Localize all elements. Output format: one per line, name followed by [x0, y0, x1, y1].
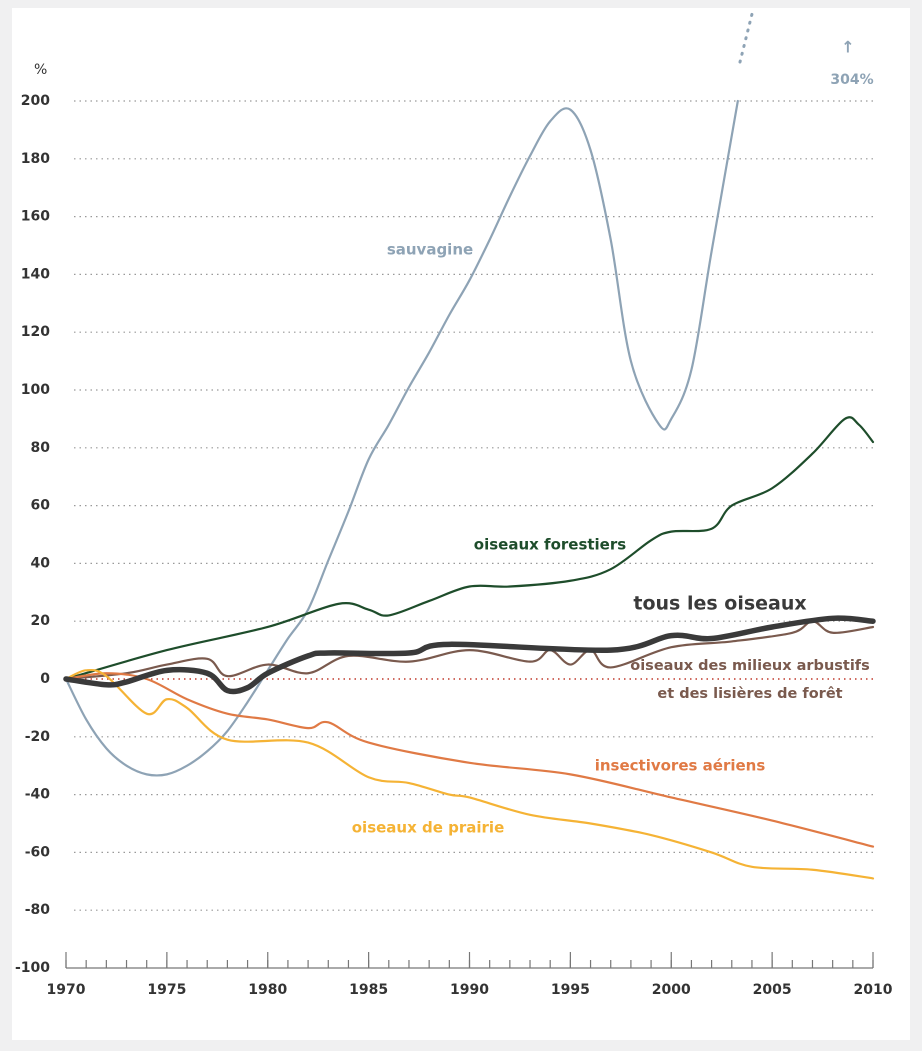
plot-background	[12, 8, 910, 1040]
series-line	[64, 416, 875, 681]
y-tick-label: 100	[21, 382, 50, 398]
series-line	[64, 99, 739, 777]
x-tick-label: 1980	[248, 982, 287, 998]
y-tick-label: 0	[40, 671, 50, 687]
off-chart-continuation	[738, 12, 754, 64]
x-tick-label: 1975	[147, 982, 186, 998]
series-line	[64, 668, 875, 880]
annotation-text: 304%	[830, 72, 873, 88]
series-line	[63, 615, 876, 695]
series-label: oiseaux forestiers	[474, 536, 626, 554]
y-tick-label: -40	[25, 787, 51, 803]
y-tick-label: 20	[31, 613, 51, 629]
y-tick-label: -100	[15, 960, 50, 976]
y-tick-label: 40	[31, 555, 51, 571]
series-label: tous les oiseaux	[633, 593, 806, 615]
series-line	[64, 620, 875, 681]
y-tick-label: 120	[21, 324, 50, 340]
x-tick-label: 2005	[753, 982, 792, 998]
series-label: oiseaux de prairie	[352, 819, 505, 837]
series-label: insectivores aériens	[595, 757, 766, 775]
annotation-arrow: ↑	[841, 38, 854, 57]
x-tick-label: 2010	[854, 982, 893, 998]
series-label: et des lisières de forêt	[657, 686, 842, 702]
y-axis-label: %	[34, 62, 47, 78]
x-tick-label: 1990	[450, 982, 489, 998]
series-label: sauvagine	[387, 241, 473, 259]
x-tick-label: 2000	[652, 982, 691, 998]
series-label: oiseaux des milieux arbustifs	[630, 658, 869, 674]
x-tick-label: 1970	[47, 982, 86, 998]
y-tick-label: 200	[21, 93, 50, 109]
y-tick-label: 140	[21, 266, 50, 282]
y-tick-label: 80	[31, 440, 51, 456]
x-tick-label: 1995	[551, 982, 590, 998]
y-tick-label: -80	[25, 902, 51, 918]
y-tick-label: 180	[21, 151, 50, 167]
x-tick-label: 1985	[349, 982, 388, 998]
series-line	[64, 672, 875, 848]
y-tick-label: 60	[31, 498, 51, 514]
y-tick-label: 160	[21, 209, 50, 225]
y-tick-label: -20	[25, 729, 51, 745]
y-tick-label: -60	[25, 844, 51, 860]
